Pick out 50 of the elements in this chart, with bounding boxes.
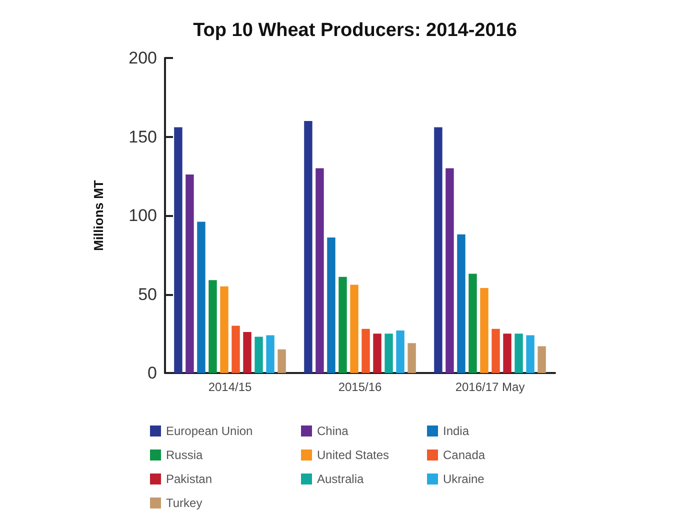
legend-label: Canada [443, 448, 486, 462]
legend-label: China [317, 424, 349, 438]
y-axis-title: Millions MT [91, 180, 106, 251]
bar [232, 326, 240, 373]
bar [338, 276, 347, 373]
bar [362, 328, 370, 373]
bar [373, 334, 382, 373]
bar [266, 335, 274, 373]
bar [503, 334, 512, 373]
y-tick-label: 150 [128, 127, 157, 146]
bar [384, 334, 393, 373]
bar [243, 332, 252, 373]
legend-label: India [443, 424, 470, 438]
bar [304, 121, 312, 373]
bar [174, 127, 182, 373]
legend-label: United States [317, 448, 390, 462]
y-tick-label: 50 [138, 284, 157, 304]
bar [480, 288, 488, 373]
bar [197, 222, 206, 373]
bar [408, 343, 416, 373]
x-tick-label: 2014/15 [208, 380, 252, 394]
bar [220, 286, 228, 373]
bar [278, 349, 286, 373]
y-tick-label: 0 [148, 364, 157, 382]
legend-label: Russia [166, 448, 204, 462]
bar [254, 336, 263, 373]
bar [526, 335, 534, 373]
bar [186, 174, 194, 373]
bar [316, 168, 324, 373]
bar [457, 234, 466, 373]
bar [446, 168, 454, 373]
legend-label: Australia [317, 472, 364, 486]
legend-label: European Union [166, 424, 253, 438]
bar [350, 284, 358, 373]
legend-label: Ukraine [443, 472, 485, 486]
legend-label: Pakistan [166, 472, 212, 486]
legend-label: Turkey [166, 496, 202, 510]
y-tick-label: 100 [128, 206, 157, 225]
bar [492, 328, 500, 373]
bar [538, 346, 546, 373]
bar [468, 274, 477, 373]
chart-title: Top 10 Wheat Producers: 2014-2016 [193, 20, 517, 41]
bar [434, 127, 442, 373]
bar [396, 330, 404, 373]
bar [208, 280, 217, 373]
bar [514, 334, 523, 373]
bar [327, 238, 336, 373]
x-tick-label: 2016/17 May [455, 380, 525, 394]
x-tick-label: 2015/16 [338, 380, 382, 394]
y-tick-label: 200 [128, 48, 157, 68]
